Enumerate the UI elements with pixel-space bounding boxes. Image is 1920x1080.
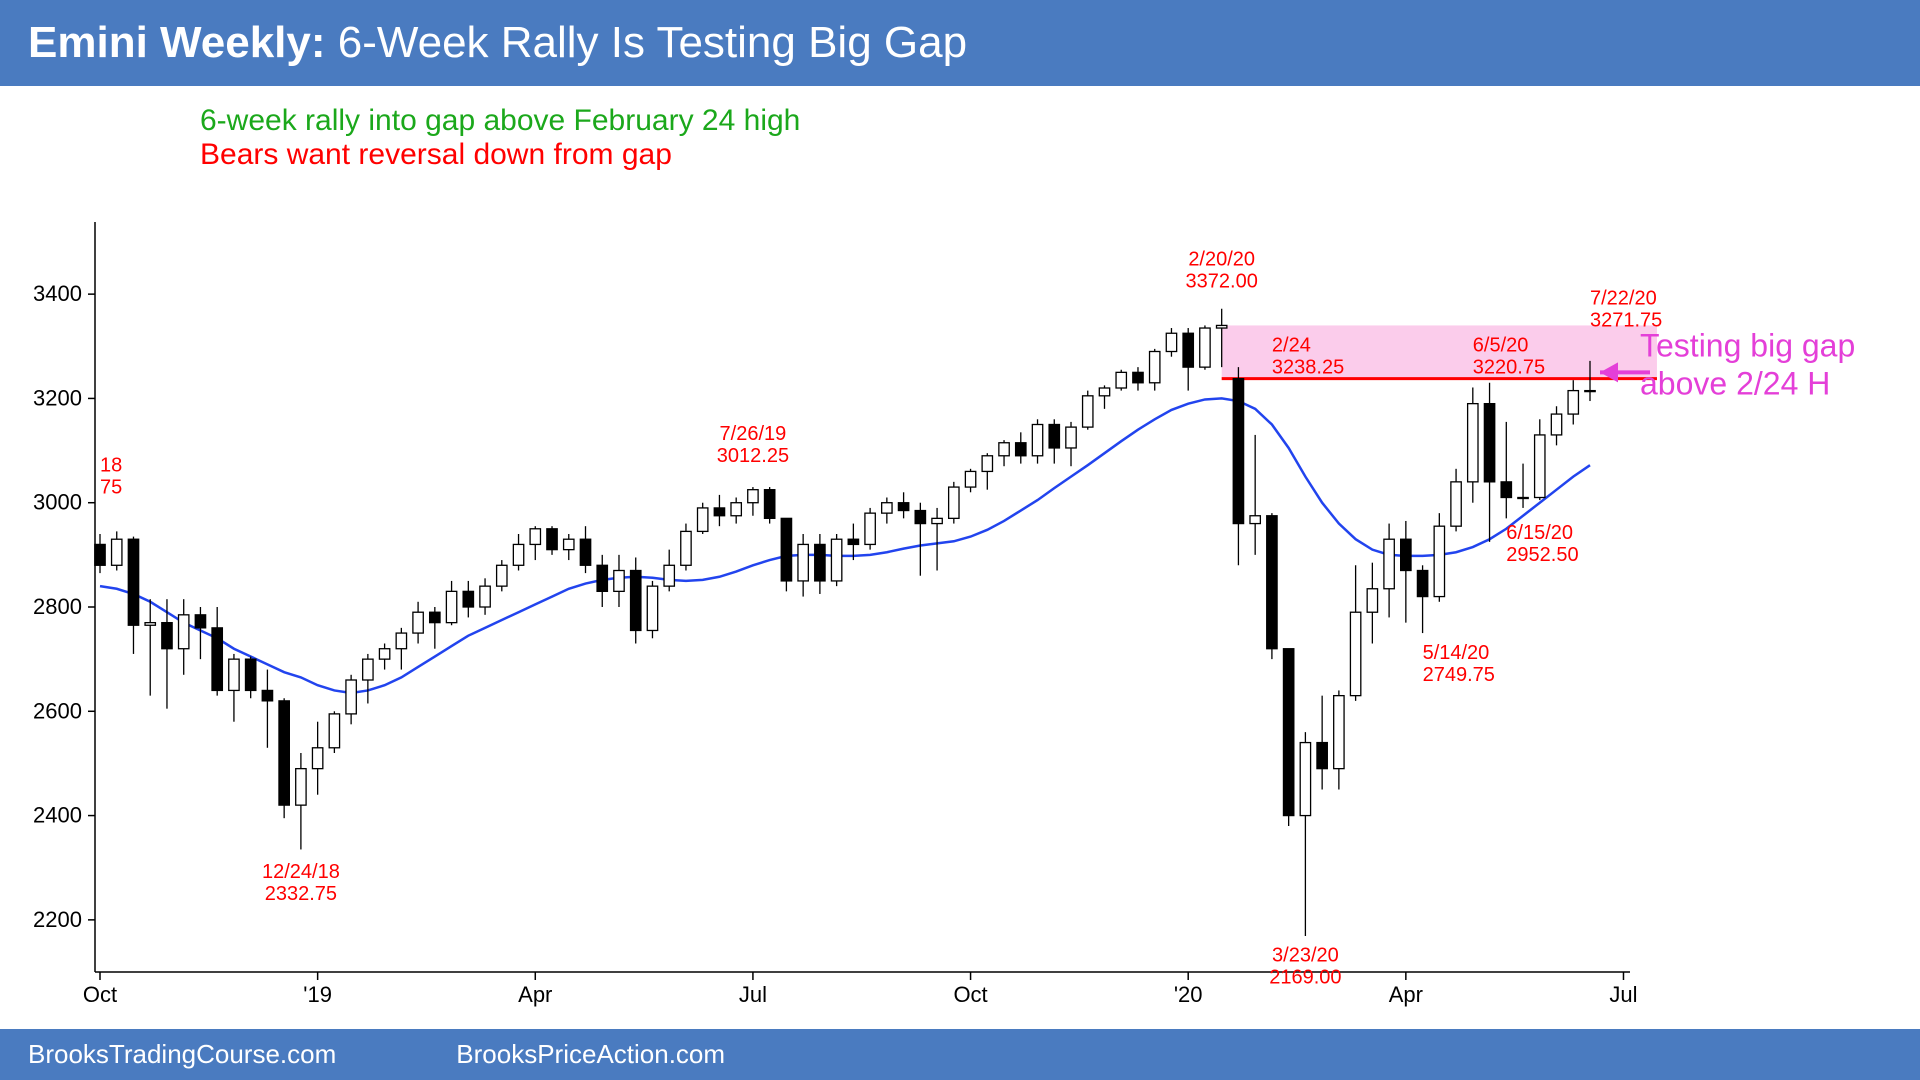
svg-text:Oct: Oct [83, 982, 117, 1007]
svg-text:2332.75: 2332.75 [265, 883, 337, 905]
candlestick-chart: 2200 2400 2600 2800 3000 3200 3400 Oct '19 Apr Jul… [0, 182, 1920, 1032]
svg-text:3200: 3200 [33, 385, 82, 410]
page-header: Emini Weekly: 6-Week Rally Is Testing Bi… [0, 0, 1920, 86]
svg-text:2400: 2400 [33, 803, 82, 828]
svg-text:Testing big gap: Testing big gap [1640, 328, 1855, 364]
svg-text:Jul: Jul [1609, 982, 1637, 1007]
svg-text:2200: 2200 [33, 907, 82, 932]
title-sub: 6-Week Rally Is Testing Big Gap [326, 18, 968, 67]
svg-text:Jul: Jul [739, 982, 767, 1007]
svg-text:above 2/24 H: above 2/24 H [1640, 366, 1830, 402]
footer-left: BrooksTradingCourse.com [28, 1039, 336, 1070]
svg-text:7/26/19: 7/26/19 [720, 423, 787, 445]
title-main: Emini Weekly: [28, 18, 326, 67]
svg-text:3372.00: 3372.00 [1186, 270, 1258, 292]
svg-text:3000: 3000 [33, 490, 82, 515]
svg-text:3400: 3400 [33, 281, 82, 306]
svg-text:3238.25: 3238.25 [1272, 357, 1344, 379]
page-footer: BrooksTradingCourse.com BrooksPriceActio… [0, 1029, 1920, 1080]
svg-text:2749.75: 2749.75 [1423, 664, 1495, 686]
svg-text:2800: 2800 [33, 594, 82, 619]
svg-text:6/15/20: 6/15/20 [1506, 522, 1573, 544]
svg-text:3/23/20: 3/23/20 [1272, 945, 1339, 967]
svg-text:18: 18 [100, 454, 122, 476]
svg-text:2/24: 2/24 [1272, 335, 1311, 357]
svg-text:Apr: Apr [1389, 982, 1423, 1007]
svg-text:Apr: Apr [518, 982, 552, 1007]
subtitle-area: 6-week rally into gap above February 24 … [0, 86, 1920, 182]
footer-right: BrooksPriceAction.com [456, 1039, 725, 1070]
svg-text:Oct: Oct [953, 982, 987, 1007]
svg-text:6/5/20: 6/5/20 [1473, 335, 1529, 357]
svg-text:12/24/18: 12/24/18 [262, 861, 340, 883]
chart-container: 2200 2400 2600 2800 3000 3200 3400 Oct '19 Apr Jul… [0, 182, 1920, 1032]
svg-text:5/14/20: 5/14/20 [1423, 642, 1490, 664]
svg-text:'19: '19 [303, 982, 332, 1007]
svg-text:75: 75 [100, 476, 122, 498]
svg-text:'20: '20 [1174, 982, 1203, 1007]
svg-text:2169.00: 2169.00 [1269, 967, 1341, 989]
svg-text:3220.75: 3220.75 [1473, 357, 1545, 379]
svg-text:7/22/20: 7/22/20 [1590, 288, 1657, 310]
svg-text:2600: 2600 [33, 698, 82, 723]
subtitle-green: 6-week rally into gap above February 24 … [200, 104, 1720, 138]
svg-text:2/20/20: 2/20/20 [1188, 248, 1255, 270]
svg-text:2952.50: 2952.50 [1506, 544, 1578, 566]
svg-text:3012.25: 3012.25 [717, 445, 789, 467]
subtitle-red: Bears want reversal down from gap [200, 138, 1720, 172]
